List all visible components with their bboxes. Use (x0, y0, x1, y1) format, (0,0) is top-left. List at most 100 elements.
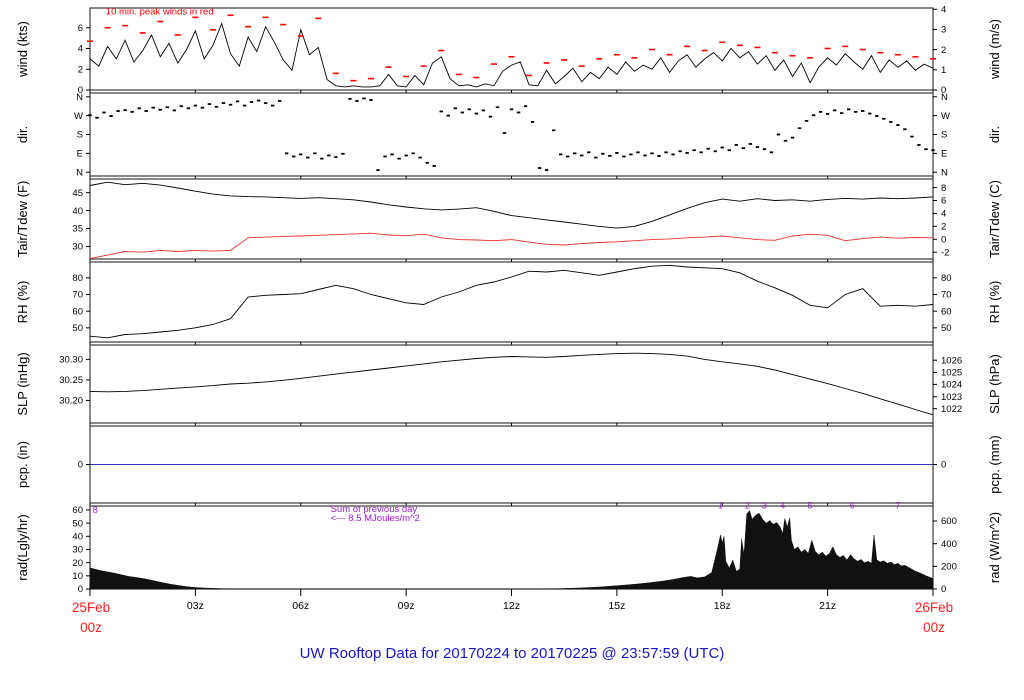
left-tick-label: 80 (72, 273, 83, 284)
series-air-temperature-f (89, 181, 934, 229)
annotation: 2 (745, 501, 750, 511)
series-sea-level-pressure-inhg (89, 352, 934, 416)
left-tick-label: 50 (72, 323, 83, 334)
left-tick-label: 40 (72, 532, 83, 543)
right-tick-label: 1022 (941, 404, 962, 415)
left-axis-label: RH (%) (15, 281, 30, 324)
right-tick-label: 200 (941, 562, 957, 573)
right-tick-label: 2 (941, 222, 946, 233)
right-tick-label: N (941, 92, 948, 103)
annotation: 4 (780, 501, 785, 511)
right-tick-label: 1 (941, 65, 946, 76)
left-tick-label: 6 (78, 23, 83, 34)
right-axis-label: wind (m/s) (987, 19, 1002, 80)
left-axis-label: rad(Lgly/hr) (15, 514, 30, 580)
panel-wind: 0 2 4 6 0 1 2 3 4 wind (kts) wind (m/s) 10 min. pea… (15, 4, 1002, 96)
right-tick-label: 400 (941, 539, 957, 550)
right-axis-label: SLP (hPa) (987, 354, 1002, 414)
right-tick-label: 4 (941, 209, 946, 220)
end-date-line2: 00z (923, 620, 945, 636)
right-tick-label: 2 (941, 45, 946, 56)
left-tick-label: 30 (72, 545, 83, 556)
right-tick-label: 0 (941, 85, 946, 96)
start-date-line2: 00z (80, 620, 102, 636)
annotation: 8 (93, 505, 98, 515)
right-tick-label: 70 (941, 290, 952, 301)
left-tick-label: 0 (78, 85, 83, 96)
left-tick-label: W (74, 111, 83, 122)
x-axis-labels: 03z 06z 09z 12z 15z 18z 21z (187, 600, 836, 612)
left-axis-label: SLP (inHg) (15, 352, 30, 415)
xaxis-end-date: 26Feb 00z (899, 598, 969, 639)
left-tick-label: 30 (72, 242, 83, 253)
right-tick-label: 1024 (941, 380, 962, 391)
right-tick-label: 3 (941, 25, 946, 36)
right-axis-label: Tair/Tdew (C) (987, 180, 1002, 258)
annotation: Sum of previous day (331, 504, 418, 515)
panel-frame (89, 7, 934, 91)
left-tick-label: 4 (78, 44, 83, 55)
series-dewpoint-f (89, 232, 934, 260)
left-tick-label: 60 (72, 505, 83, 516)
x-tick-label: 21z (819, 600, 836, 612)
left-tick-label: 70 (72, 290, 83, 301)
x-tick-label: 12z (503, 600, 520, 612)
left-tick-label: 0 (78, 460, 83, 471)
right-tick-label: W (941, 111, 950, 122)
right-tick-label: 60 (941, 306, 952, 317)
right-tick-label: 8 (941, 183, 946, 194)
panel-pcp: 0 0 pcp. (in) pcp. (mm) (15, 425, 1002, 506)
x-tick-label: 18z (714, 600, 731, 612)
annotation: 3 (762, 501, 767, 511)
left-tick-label: 30.30 (59, 355, 83, 366)
right-tick-label: 1025 (941, 368, 962, 379)
left-tick-label: 2 (78, 64, 83, 75)
series-wind-direction-deg (88, 97, 935, 172)
left-axis-label: pcp. (in) (15, 441, 30, 488)
left-tick-label: E (77, 149, 83, 160)
annotation: <--- 8.5 MJoules/m^2 (331, 513, 420, 524)
xaxis-start-date: 25Feb 00z (56, 598, 126, 639)
left-tick-label: 30.25 (59, 375, 83, 386)
series-wind-speed-kts (89, 22, 934, 88)
right-tick-label: 6 (941, 196, 946, 207)
left-tick-label: S (77, 130, 83, 141)
end-date-line1: 26Feb (914, 600, 954, 615)
right-tick-label: 50 (941, 323, 952, 334)
annotation: 1 (718, 501, 723, 511)
panel-frame (89, 178, 934, 260)
left-tick-label: 45 (72, 188, 83, 199)
left-tick-label: 0 (78, 584, 83, 595)
left-tick-label: 40 (72, 206, 83, 217)
right-tick-label: E (941, 149, 947, 160)
left-tick-label: N (76, 92, 83, 103)
left-tick-label: N (76, 167, 83, 178)
right-tick-label: 80 (941, 273, 952, 284)
right-tick-label: 1026 (941, 355, 962, 366)
right-tick-label: 0 (941, 234, 946, 245)
left-tick-label: 30.20 (59, 396, 83, 407)
right-tick-label: N (941, 167, 948, 178)
annotation: 7 (895, 501, 900, 511)
panel-temp: 30 35 40 45 -2 02 4 6 8 Tair/Tdew (F) Tair/Tdew (C… (15, 178, 1002, 262)
series-solar-radiation (89, 510, 934, 590)
series-peak-wind-10min (87, 14, 936, 82)
right-axis-label: rad (W/m^2) (987, 512, 1002, 583)
right-axis-label: RH (%) (987, 281, 1002, 324)
right-tick-label: 4 (941, 4, 946, 15)
left-axis-label: Tair/Tdew (F) (15, 181, 30, 258)
panel-frame (89, 92, 934, 177)
right-axis-label: pcp. (mm) (987, 435, 1002, 494)
x-tick-label: 06z (292, 600, 309, 612)
left-axis-label: dir. (15, 126, 30, 143)
panel-frame (89, 261, 934, 343)
right-tick-label: -2 (941, 247, 949, 258)
left-tick-label: 10 (72, 571, 83, 582)
start-date-line1: 25Feb (71, 600, 111, 615)
left-axis-label: wind (kts) (15, 21, 30, 78)
